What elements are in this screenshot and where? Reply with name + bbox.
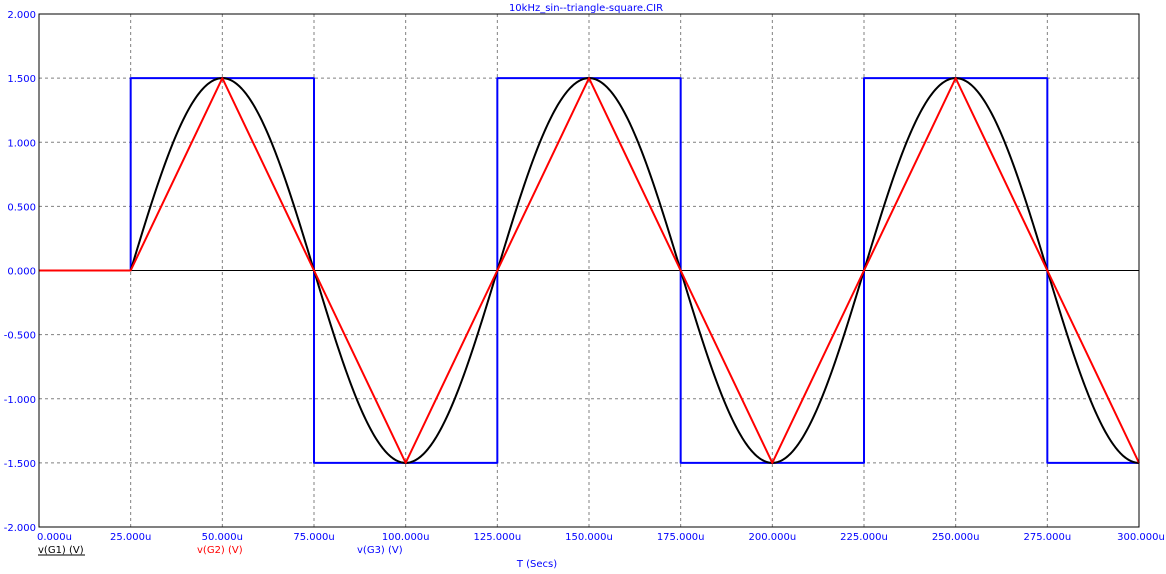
- y-tick-label: 2.000: [7, 10, 36, 21]
- y-tick-label: 0.500: [7, 202, 36, 213]
- chart-title: 10kHz_sin--triangle-square.CIR: [509, 3, 663, 14]
- legend-entry: v(G1) (V): [38, 545, 84, 556]
- x-tick-label: 0.000u: [37, 532, 72, 543]
- plot-frame: [38, 13, 1140, 528]
- x-tick-label: 50.000u: [202, 532, 243, 543]
- x-tick-label: 250.000u: [932, 532, 980, 543]
- y-tick-label: 1.500: [7, 74, 36, 85]
- x-tick-label: 300.000u: [1117, 532, 1165, 543]
- x-tick-label: 75.000u: [293, 532, 334, 543]
- x-tick-label: 150.000u: [565, 532, 613, 543]
- series-line-sine: [39, 77, 1140, 464]
- y-tick-label: -1.500: [4, 459, 36, 470]
- x-tick-label: 275.000u: [1023, 532, 1071, 543]
- y-tick-labels: 2.000 1.500 1.000 0.500 0.000 -0.500 -1.000 -1.…: [4, 10, 36, 534]
- y-tick-label: -2.000: [4, 523, 36, 534]
- x-tick-labels: 0.000u 25.000u 50.000u 75.000u 100.000u 125.0…: [37, 532, 1165, 543]
- x-tick-label: 225.000u: [840, 532, 888, 543]
- x-tick-label: 25.000u: [110, 532, 151, 543]
- x-tick-label: 100.000u: [382, 532, 430, 543]
- y-tick-label: -1.000: [4, 395, 36, 406]
- x-tick-label: 125.000u: [473, 532, 521, 543]
- y-tick-label: -0.500: [4, 331, 36, 342]
- x-tick-label: 200.000u: [748, 532, 796, 543]
- series-line-triangle: [39, 77, 1140, 464]
- legend-entry: v(G2) (V): [197, 545, 243, 556]
- y-tick-label: 0.000: [7, 267, 36, 278]
- y-tick-label: 1.000: [7, 138, 36, 149]
- legend: v(G1) (V) v(G2) (V) v(G3) (V): [38, 545, 403, 556]
- x-tick-label: 175.000u: [657, 532, 705, 543]
- x-axis-label: T (Secs): [516, 559, 557, 570]
- series-layer: [39, 77, 1140, 464]
- legend-entry: v(G3) (V): [357, 545, 403, 556]
